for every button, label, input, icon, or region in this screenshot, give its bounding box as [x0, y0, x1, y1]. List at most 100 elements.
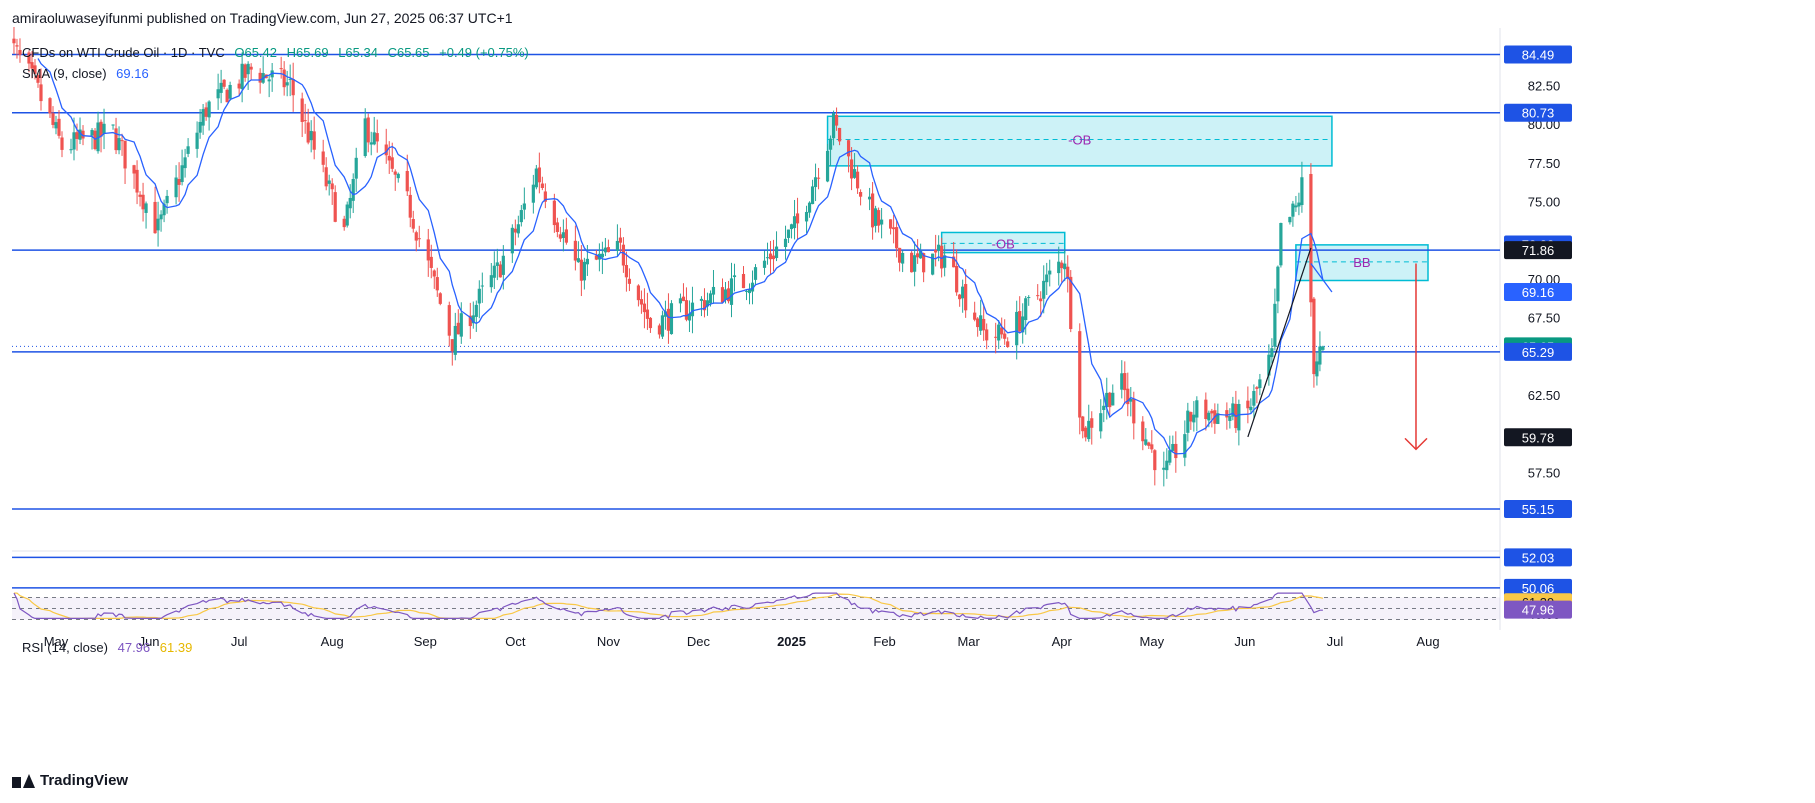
x-axis-label: Apr [1052, 634, 1073, 649]
candle-body [940, 245, 944, 269]
candle [1165, 448, 1169, 479]
candle-body [135, 169, 139, 193]
candle-body [1252, 390, 1256, 406]
candle-body [558, 234, 562, 239]
candle-body [363, 118, 367, 157]
candle [976, 317, 980, 337]
candle-body [705, 300, 710, 307]
candle-body [666, 308, 671, 331]
candle [813, 163, 818, 202]
candle-body [678, 298, 683, 304]
candle [1126, 372, 1130, 417]
price-label: 59.78 [1504, 428, 1572, 447]
candle [964, 269, 968, 318]
candle [994, 322, 998, 354]
candle [1087, 404, 1091, 442]
candle [558, 226, 562, 243]
candle-body [1318, 346, 1322, 365]
candle [922, 252, 926, 283]
candle-body [690, 302, 695, 317]
candle [1195, 396, 1199, 432]
candle-body [429, 256, 433, 268]
candle-body [627, 278, 632, 284]
candle [141, 182, 145, 222]
candle-body [333, 192, 337, 222]
candle-body [895, 227, 899, 249]
price-label-text: 52.03 [1522, 550, 1555, 565]
candle-body [892, 227, 896, 230]
candle-body [447, 305, 451, 336]
candle [603, 237, 608, 257]
candle [783, 225, 788, 260]
candle [943, 244, 947, 277]
rsi-legend[interactable]: RSI (14, close) 47.96 61.39 [22, 640, 198, 655]
candle [96, 111, 100, 154]
candle-body [681, 296, 686, 302]
candle [1309, 163, 1313, 317]
candle-body [414, 232, 418, 241]
candle [889, 219, 893, 235]
candle [102, 108, 106, 150]
candle-body [639, 299, 644, 305]
symbol-name[interactable]: CFDs on WTI Crude Oil · 1D · TVC [22, 45, 225, 60]
candle [177, 162, 181, 202]
candle [564, 217, 568, 245]
candle [201, 104, 205, 135]
candle [18, 38, 22, 63]
candle-body [684, 300, 689, 320]
candle-body [123, 140, 127, 169]
candle [459, 302, 463, 344]
candle [898, 247, 902, 272]
candle [288, 64, 292, 97]
zone-ob: -OB [826, 115, 1333, 167]
candle-body [195, 132, 199, 149]
candle-body [201, 109, 205, 126]
candle [1066, 255, 1070, 293]
sma-label: SMA (9, close) [22, 66, 107, 81]
candle [138, 191, 142, 207]
candle [720, 278, 725, 303]
candle [114, 117, 118, 155]
candle-body [889, 219, 893, 229]
candle [468, 302, 472, 339]
candle-body [774, 246, 779, 258]
x-axis-label: Jul [231, 634, 248, 649]
candle [1192, 401, 1196, 432]
candle [54, 115, 58, 135]
candle-body [510, 227, 514, 254]
candle [1273, 288, 1277, 351]
candle-body [144, 203, 148, 213]
candle [396, 172, 400, 183]
candle [1021, 303, 1025, 344]
candle [1042, 265, 1046, 314]
candle [477, 280, 481, 319]
candle-body [828, 138, 833, 150]
price-label: 84.49 [1504, 45, 1572, 64]
candle [816, 167, 821, 190]
candle-body [183, 157, 187, 169]
candle-body [1210, 410, 1214, 414]
candle-body [1069, 276, 1073, 330]
sma-legend[interactable]: SMA (9, close) 69.16 [22, 66, 155, 81]
candle-body [708, 293, 713, 304]
candle-body [1279, 222, 1283, 266]
x-axis-label: Jul [1327, 634, 1344, 649]
candle [27, 50, 31, 73]
x-axis-label: Aug [1416, 634, 1439, 649]
price-label: 80.73 [1504, 103, 1572, 122]
candle [555, 217, 559, 238]
candle [645, 292, 650, 330]
candle-body [219, 82, 223, 93]
candle-body [1021, 316, 1025, 333]
candle-body [750, 282, 755, 292]
candle-body [117, 138, 121, 151]
candle-body [1036, 295, 1040, 297]
candle [36, 72, 40, 88]
candle-body [1060, 262, 1064, 269]
candle-body [1183, 434, 1187, 458]
candle-body [744, 290, 749, 292]
candle-body [1108, 392, 1112, 408]
candle [741, 266, 746, 289]
candle [615, 224, 620, 257]
